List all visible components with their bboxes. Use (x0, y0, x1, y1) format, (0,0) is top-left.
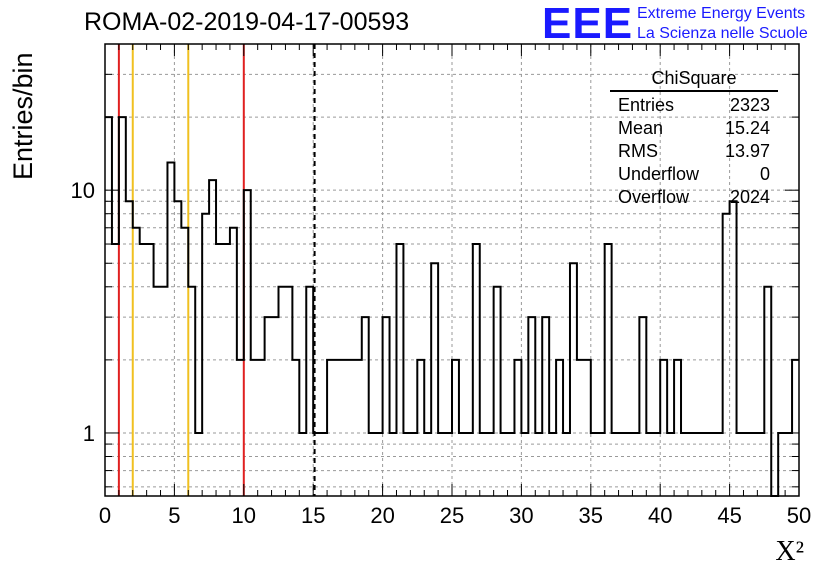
x-tick-label: 15 (301, 503, 325, 528)
x-tick-label: 45 (717, 503, 741, 528)
stats-label: Mean (618, 118, 664, 138)
stats-row-underflow: Underflow 0 (610, 163, 778, 186)
y-tick-label: 1 (83, 421, 95, 446)
y-tick-label: 10 (71, 178, 95, 203)
x-axis-label: X² (775, 536, 804, 567)
stats-row-mean: Mean 15.24 (610, 117, 778, 140)
stats-label: Overflow (618, 187, 690, 207)
x-tick-label: 35 (579, 503, 603, 528)
stats-label: Underflow (618, 164, 700, 184)
histogram-series (105, 116, 799, 497)
stats-label: Entries (618, 95, 675, 115)
stats-row-overflow: Overflow 2024 (610, 186, 778, 209)
stats-row-entries: Entries 2323 (610, 94, 778, 117)
x-tick-label: 5 (168, 503, 180, 528)
x-tick-label: 30 (509, 503, 533, 528)
stats-label: RMS (618, 141, 658, 161)
logo-line-1: Extreme Energy Events (637, 5, 806, 22)
histogram-line (105, 116, 799, 497)
x-tick-label: 40 (648, 503, 672, 528)
x-tick-label: 10 (232, 503, 256, 528)
reference-lines (117, 44, 316, 496)
stats-value: 13.97 (724, 141, 770, 161)
x-tick-label: 20 (370, 503, 394, 528)
stats-box: ChiSquare Entries 2323 Mean 15.24 RMS 13.97… (610, 68, 778, 209)
y-axis-label: Entries/bin (8, 52, 38, 180)
stats-value: 2323 (729, 95, 770, 115)
x-tick-label: 25 (440, 503, 464, 528)
stats-value: 2024 (729, 187, 770, 207)
stats-title: ChiSquare (610, 68, 778, 92)
axis-ticks: 0 5 10 15 20 25 30 35 40 45 50 1 10 (71, 43, 811, 528)
stats-row-rms: RMS 13.97 (610, 140, 778, 163)
logo-line-2: La Scienza nelle Scuole (637, 25, 808, 42)
x-tick-label: 0 (99, 503, 111, 528)
eee-logo: EEE (542, 0, 634, 48)
x-tick-label: 50 (787, 503, 811, 528)
stats-value: 0 (759, 164, 770, 184)
chart-title: ROMA-02-2019-04-17-00593 (84, 8, 410, 36)
stats-value: 15.24 (724, 118, 770, 138)
